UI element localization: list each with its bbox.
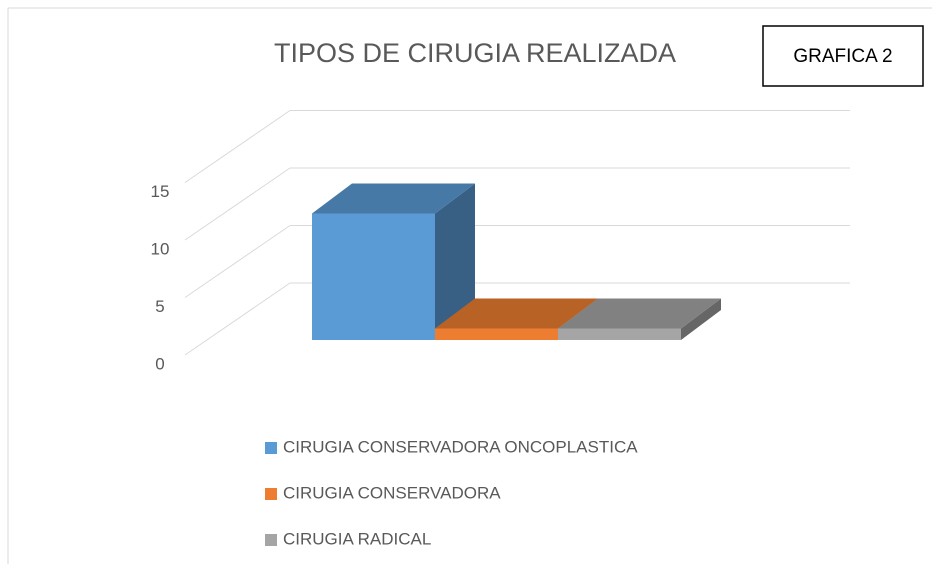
bar-top — [312, 183, 475, 214]
legend-swatch — [265, 442, 277, 454]
annotation: GRAFICA 2 — [793, 46, 892, 67]
legend-label: CIRUGIA CONSERVADORA — [283, 483, 501, 502]
bar — [558, 328, 681, 340]
legend-label: CIRUGIA CONSERVADORA ONCOPLASTICA — [283, 437, 638, 456]
grid-line — [184, 225, 291, 298]
y-tick-label: 15 — [151, 182, 170, 201]
bar-side — [681, 298, 721, 340]
bar-side — [435, 183, 475, 340]
bar-top — [558, 298, 721, 329]
chart-title: TIPOS DE CIRUGIA REALIZADA — [274, 38, 676, 68]
grid-line — [184, 110, 291, 183]
legend-label: CIRUGIA RADICAL — [283, 529, 431, 548]
grid-line — [184, 282, 291, 356]
bar-top — [435, 298, 598, 329]
legend-swatch — [265, 488, 277, 500]
grid-line — [184, 167, 291, 241]
bar — [435, 328, 558, 340]
bar — [312, 213, 435, 340]
legend-swatch — [265, 534, 277, 546]
y-tick-label: 10 — [151, 239, 170, 258]
y-tick-label: 5 — [155, 297, 164, 316]
annotation-box — [762, 25, 924, 87]
y-tick-label: 0 — [155, 354, 164, 373]
